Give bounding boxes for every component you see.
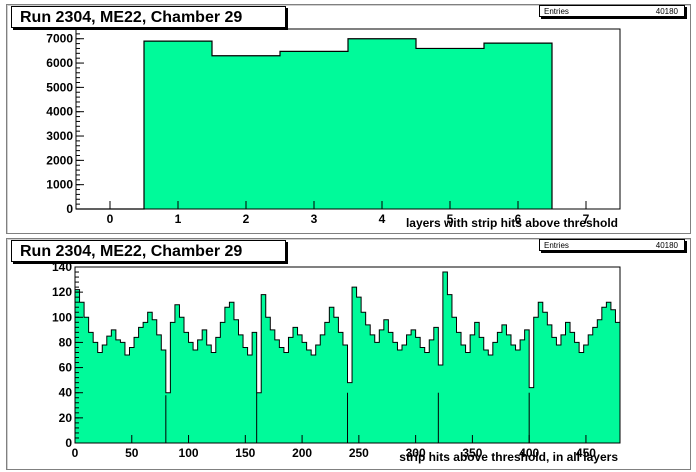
bar-layer-4 [348,38,416,209]
x-tick-label: 150 [235,446,255,460]
stats-entries-value: 40180 [655,241,678,250]
x-axis-label: strip hits above threshold, in all layer… [399,450,618,464]
x-tick-label: 300 [406,446,426,460]
x-tick-label: 250 [349,446,369,460]
stats-box: Entries 40180 [539,5,685,17]
y-tick-label: 60 [59,361,73,375]
histogram-pad-layers: 0 1000 2000 3000 4000 5000 6000 7000 0 1 2 3 4 5 6 7 lay… [6,4,691,234]
bar-layer-2 [212,55,280,209]
y-tick-label: 120 [52,285,72,299]
bar-layer-3 [280,51,348,209]
stats-box: Entries 40180 [539,239,685,251]
y-tick-label: 80 [59,335,73,349]
x-tick-label: 0 [107,212,114,226]
plot-frame [75,28,621,210]
x-tick-label: 50 [125,446,139,460]
y-tick-label: 1000 [46,178,73,192]
y-tick-label: 20 [59,411,73,425]
histogram-pad-strips: 0 20 40 60 80 100 120 140 0 50 100 150 200 250 300 350 4… [6,238,691,470]
y-tick-label: 3000 [46,129,73,143]
x-axis-label: layers with strip hits above threshold [406,216,618,230]
y-tick-label: 0 [65,436,72,450]
x-tick-label: 0 [72,446,79,460]
x-tick-label: 350 [462,446,482,460]
x-tick-label: 450 [576,446,596,460]
x-tick-label: 200 [292,446,312,460]
y-tick-label: 5000 [46,80,73,94]
x-tick-label: 100 [179,446,199,460]
y-tick-label: 140 [52,260,72,274]
strips-histogram-plot: 0 20 40 60 80 100 120 140 0 50 100 150 200 250 300 350 4… [52,260,621,464]
bar-layer-6 [484,43,552,209]
x-tick-label: 6 [515,212,522,226]
y-tick-label: 2000 [46,153,73,167]
bar-layer-1 [144,41,212,209]
x-tick-label: 400 [519,446,539,460]
y-tick-label: 4000 [46,105,73,119]
stats-entries-value: 40180 [655,7,678,16]
y-tick-label: 0 [66,202,73,216]
chart-title: Run 2304, ME22, Chamber 29 [11,6,286,28]
chart-title: Run 2304, ME22, Chamber 29 [11,240,286,262]
plot-frame [74,266,621,444]
x-tick-label: 1 [175,212,182,226]
histogram-outline [76,38,553,210]
y-tick-label: 6000 [46,56,73,70]
bar-layer-5 [416,48,484,210]
x-tick-label: 3 [311,212,318,226]
y-tick-label: 40 [59,386,73,400]
x-tick-label: 5 [447,212,454,226]
y-tick-label: 7000 [46,32,73,46]
stats-entries-label: Entries [544,7,569,16]
histogram-outline [75,271,620,394]
layers-histogram-plot: 0 1000 2000 3000 4000 5000 6000 7000 0 1 2 3 4 5 6 7lay… [46,28,621,230]
stats-entries-label: Entries [544,241,569,250]
x-tick-label: 4 [379,212,386,226]
y-tick-label: 100 [52,310,72,324]
x-tick-label: 2 [243,212,250,226]
x-tick-label: 7 [583,212,590,226]
